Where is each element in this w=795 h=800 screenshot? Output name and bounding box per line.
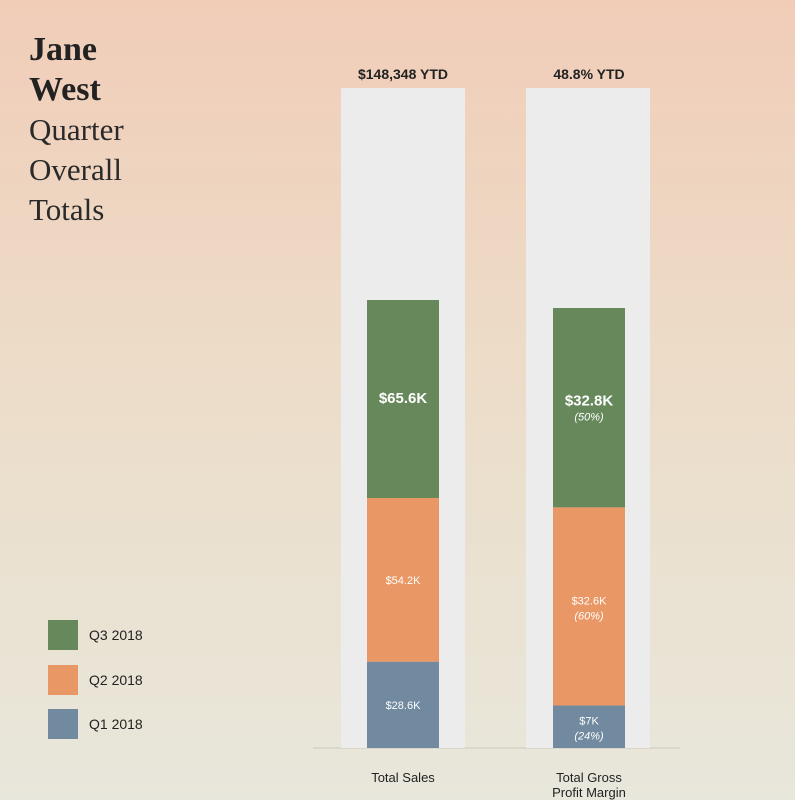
- category-label-0-0: Total Sales: [371, 770, 435, 785]
- ytd-label-1: 48.8% YTD: [553, 66, 624, 82]
- page-title: Jane West Quarter Overall Totals: [29, 30, 124, 230]
- legend-item-q2: Q2 2018: [48, 665, 248, 695]
- title-sub-line2: Overall: [29, 152, 122, 187]
- legend-label-q1: Q1 2018: [89, 716, 143, 732]
- title-sub-line3: Totals: [29, 192, 105, 227]
- bar-q1-2018-0: [367, 661, 439, 748]
- legend-label-q3: Q3 2018: [89, 627, 143, 643]
- bar-label-1-1: $32.6K: [572, 595, 608, 607]
- legend-item-q3: Q3 2018: [48, 620, 248, 650]
- bar-label-2-1: $32.8K: [565, 393, 614, 410]
- bar-q2-2018-1: [553, 507, 625, 706]
- title-sub-line1: Quarter: [29, 112, 124, 147]
- bar-q3-2018-1: [553, 308, 625, 508]
- legend-swatch-q1: [48, 709, 78, 739]
- bar-sublabel-1-1: (60%): [574, 610, 604, 622]
- bar-sublabel-2-1: (50%): [574, 412, 604, 424]
- bar-label-0-1: $7K: [579, 716, 599, 728]
- legend-item-q1: Q1 2018: [48, 709, 248, 739]
- bar-label-2-0: $65.6K: [379, 390, 428, 407]
- legend-swatch-q2: [48, 665, 78, 695]
- bar-label-1-0: $54.2K: [386, 575, 422, 587]
- bar-sublabel-0-1: (24%): [574, 731, 604, 743]
- bar-q2-2018-0: [367, 498, 439, 662]
- title-name-line2: West: [29, 71, 101, 108]
- ytd-label-0: $148,348 YTD: [358, 66, 448, 82]
- category-label-1-0: Total Gross: [556, 770, 622, 785]
- bar-label-0-0: $28.6K: [386, 700, 422, 712]
- legend-label-q2: Q2 2018: [89, 672, 143, 688]
- bar-q3-2018-0: [367, 300, 439, 499]
- bar-q1-2018-1: [553, 705, 625, 748]
- title-name-line1: Jane: [29, 31, 97, 68]
- category-label-1-1: Profit Margin: [552, 785, 626, 800]
- legend-swatch-q3: [48, 620, 78, 650]
